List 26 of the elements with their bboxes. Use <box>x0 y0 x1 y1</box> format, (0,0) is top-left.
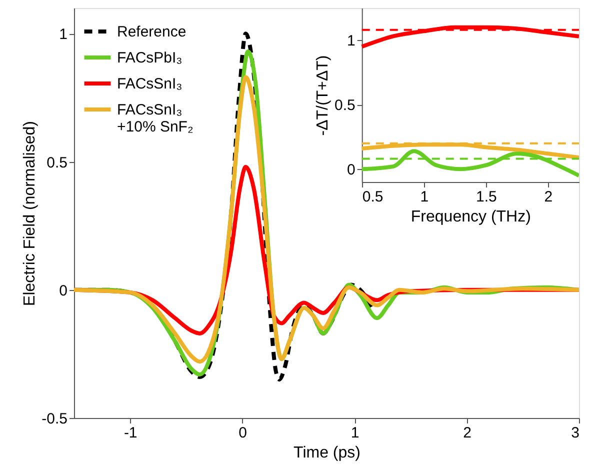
line-series <box>360 142 579 160</box>
x-tick-label: 0.5 <box>362 188 384 206</box>
x-tick-label: 0 <box>238 424 248 442</box>
x-axis-title: Time (ps) <box>294 444 360 462</box>
y-tick-label: 0.5 <box>46 154 68 172</box>
x-tick-label: 2 <box>544 188 553 206</box>
x-tick-label: 1.5 <box>476 188 497 206</box>
y-tick-label: 0 <box>59 282 68 300</box>
y-tick-label: -0.5 <box>42 410 68 428</box>
y-tick-label: 1 <box>59 26 68 44</box>
line-series <box>360 149 579 178</box>
y-axis-title: -ΔT/(T+ΔT) <box>314 55 332 136</box>
x-tick-label: 3 <box>571 424 580 442</box>
legend-label: FACsSnI₃ +10% SnF₂ <box>117 102 194 136</box>
legend-label: Reference <box>117 24 186 40</box>
y-tick-label: 0.5 <box>334 97 356 114</box>
y-tick-label: 0 <box>347 162 356 179</box>
x-tick-label: 2 <box>463 424 472 442</box>
line-series <box>360 25 579 49</box>
y-axis-title: Electric Field (normalised) <box>22 121 39 306</box>
x-tick-label: -1 <box>124 424 138 442</box>
legend-label: FACsSnI₃ <box>117 76 182 92</box>
x-axis-title: Frequency (THz) <box>410 208 531 226</box>
legend-label: FACsPbI₃ <box>117 50 182 66</box>
y-tick-label: 1 <box>347 32 356 50</box>
x-tick-label: 1 <box>420 188 429 206</box>
